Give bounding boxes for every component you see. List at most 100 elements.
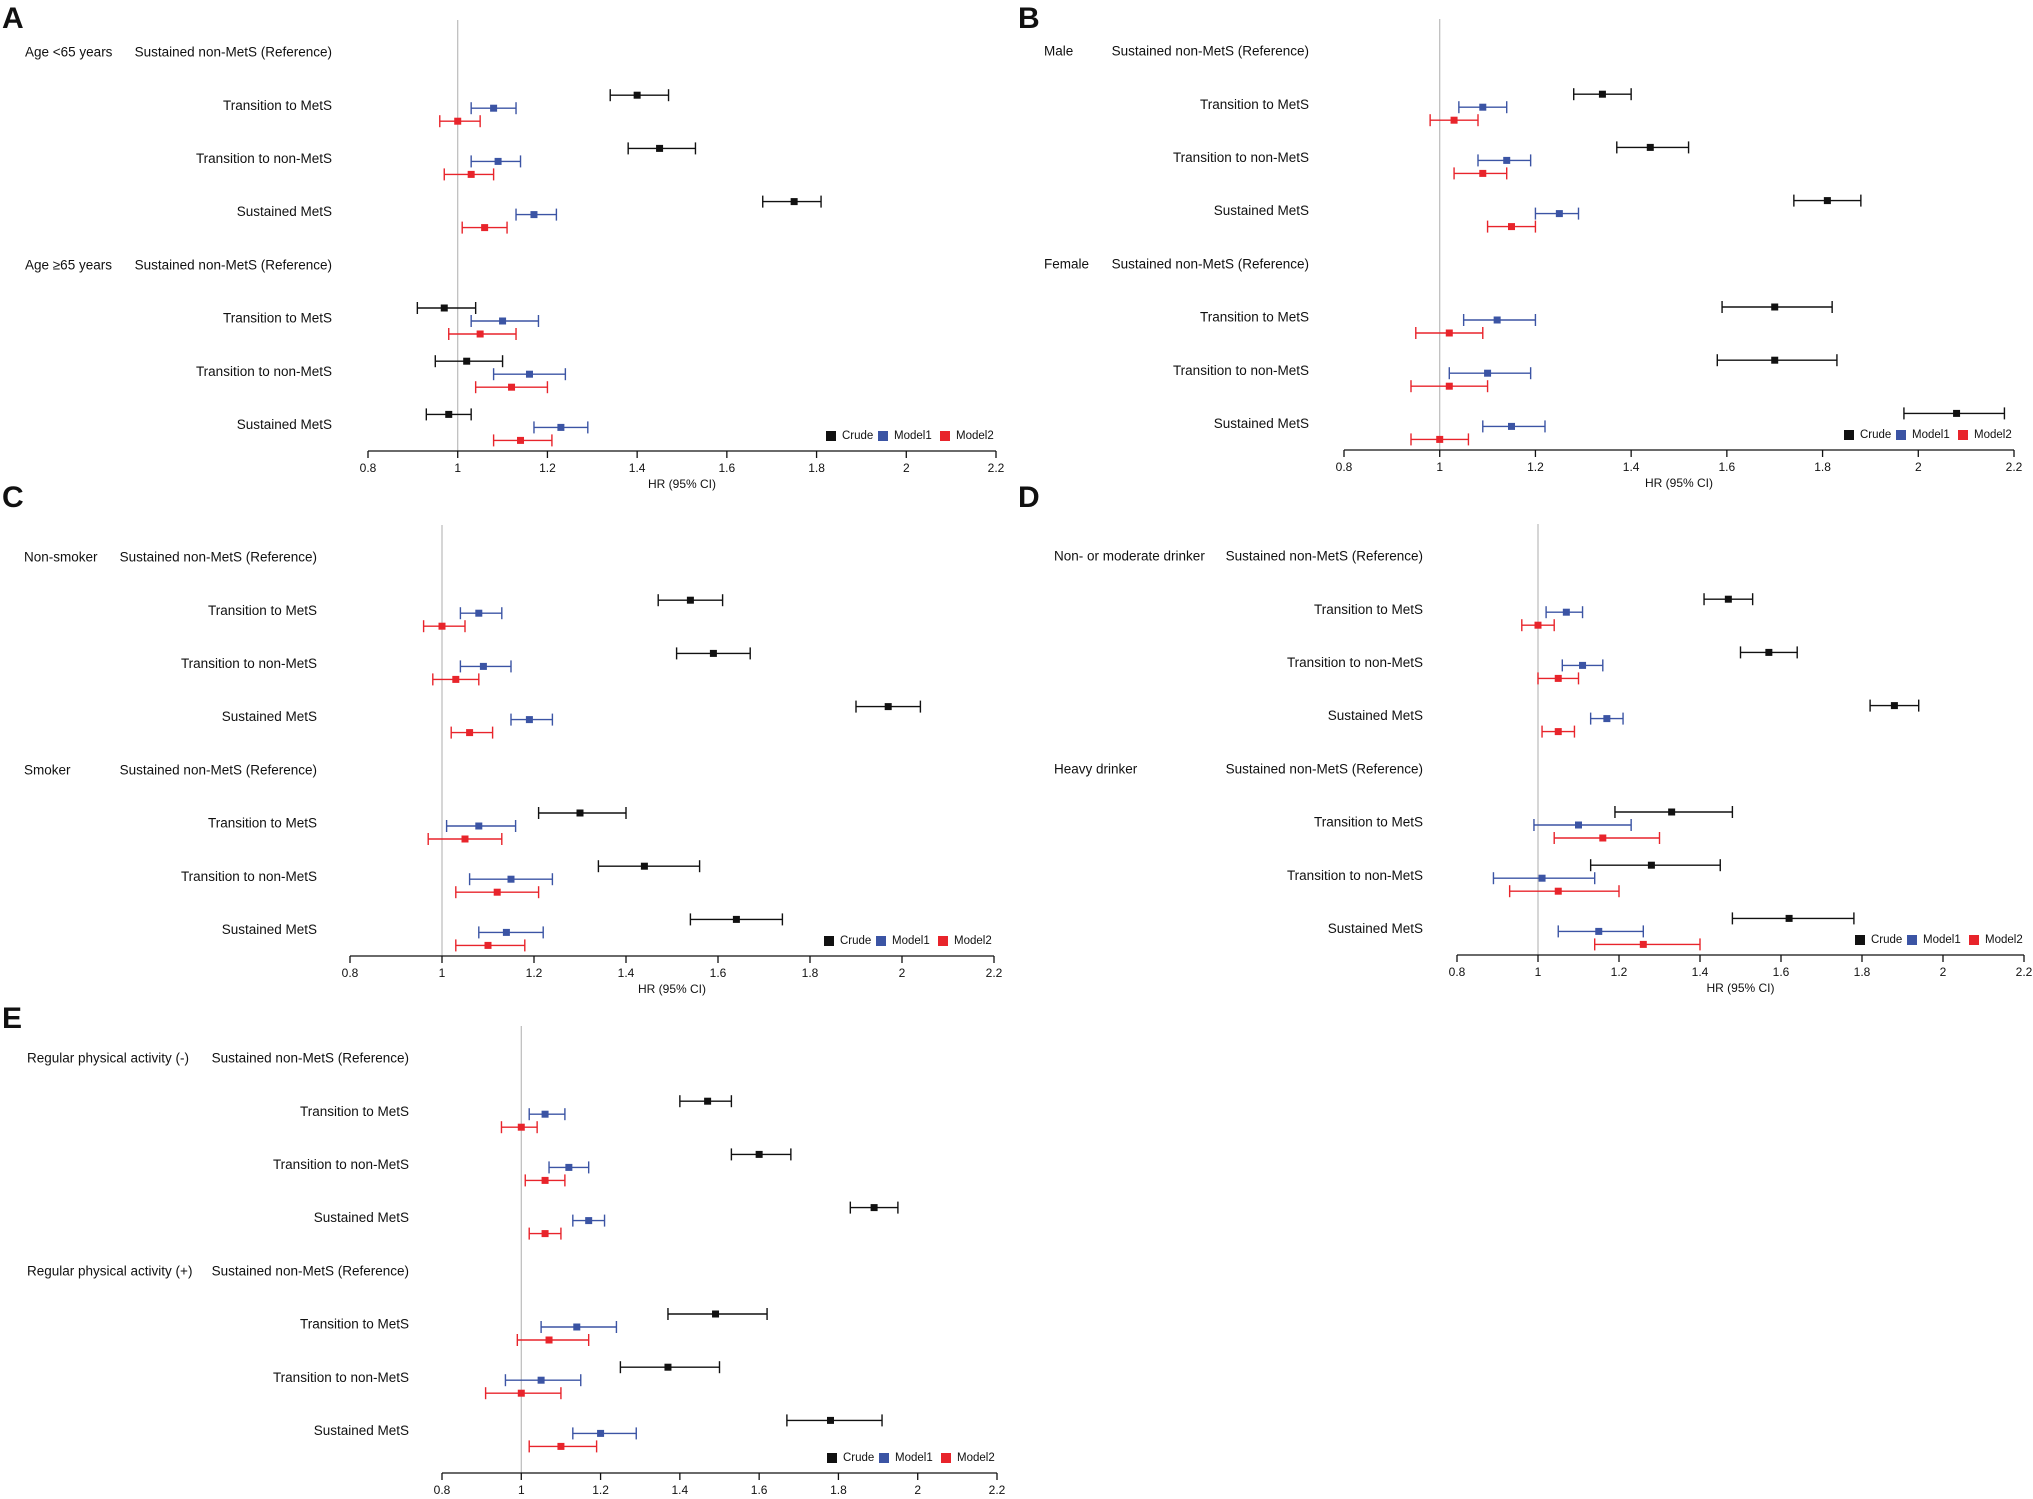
estimate-model2	[439, 115, 481, 128]
row-label: Sustained MetS	[1328, 708, 1423, 723]
estimate-crude	[762, 195, 822, 208]
point-estimate	[1538, 874, 1546, 882]
estimate-model1	[1561, 659, 1604, 672]
estimate-model1	[1482, 420, 1546, 433]
legend-label-crude: Crude	[842, 430, 873, 442]
estimate-crude	[1616, 141, 1690, 154]
x-axis-title: HR (95% CI)	[1706, 981, 1774, 995]
legend-swatch-model2	[940, 431, 950, 441]
estimate-crude	[689, 913, 784, 926]
legend-label-crude: Crude	[1860, 429, 1891, 441]
x-tick-label: 2	[1940, 965, 1947, 979]
point-estimate	[686, 596, 694, 604]
point-estimate	[1765, 648, 1773, 656]
legend-swatch-model1	[1896, 430, 1906, 440]
estimate-model1	[1462, 314, 1537, 326]
x-tick-label: 2	[899, 966, 906, 980]
point-estimate	[633, 91, 641, 99]
estimate-model1	[1534, 207, 1580, 220]
estimate-model2	[1429, 114, 1479, 127]
x-tick-label: 1.8	[1814, 460, 1831, 474]
estimate-crude	[1731, 912, 1855, 925]
estimate-crude	[1703, 593, 1754, 606]
point-estimate	[475, 609, 483, 617]
estimate-model1	[1533, 819, 1632, 831]
row-label: Transition to MetS	[223, 98, 332, 113]
estimate-model1	[1448, 367, 1532, 380]
x-tick-label: 1.4	[1623, 460, 1640, 474]
row-label: Transition to non-MetS	[1173, 363, 1309, 378]
row-label: Transition to MetS	[208, 816, 317, 831]
estimate-model1	[470, 155, 522, 168]
point-estimate	[481, 224, 489, 232]
row-label: Sustained non-MetS (Reference)	[135, 45, 332, 60]
x-tick-label: 1.2	[539, 461, 556, 475]
point-estimate	[541, 1110, 549, 1118]
legend-swatch-crude	[1855, 935, 1865, 945]
legend-swatch-crude	[827, 1453, 837, 1463]
row-label: Sustained non-MetS (Reference)	[120, 762, 317, 777]
group-label: Regular physical activity (+)	[27, 1263, 192, 1278]
point-estimate	[452, 675, 460, 683]
point-estimate	[499, 317, 507, 325]
estimate-model1	[470, 315, 540, 327]
point-estimate	[479, 662, 487, 670]
point-estimate	[1484, 369, 1492, 377]
point-estimate	[656, 144, 664, 152]
row-label: Transition to MetS	[223, 311, 332, 326]
legend: Crude Model1 Model2	[824, 935, 992, 947]
x-tick-label: 2.2	[2006, 460, 2023, 474]
row-label: Sustained non-MetS (Reference)	[1226, 549, 1423, 564]
row-label: Sustained MetS	[314, 1423, 409, 1438]
x-tick-label: 1	[518, 1483, 525, 1497]
estimate-model2	[1453, 167, 1508, 180]
x-tick-label: 0.8	[434, 1483, 451, 1497]
estimate-model1	[1557, 925, 1645, 938]
point-estimate	[463, 357, 471, 365]
estimate-model1	[540, 1321, 618, 1333]
row-label: Transition to MetS	[208, 603, 317, 618]
legend: Crude Model1 Model2	[1844, 429, 2012, 441]
estimate-model1	[1458, 101, 1508, 114]
group-label: Male	[1044, 44, 1073, 59]
x-tick-label: 1.4	[672, 1483, 689, 1497]
point-estimate	[1646, 143, 1654, 151]
estimate-model1	[478, 926, 544, 939]
panel-letter: C	[2, 481, 24, 514]
row-label: Sustained non-MetS (Reference)	[212, 1263, 409, 1278]
x-tick-label: 1	[439, 966, 446, 980]
point-estimate	[1554, 728, 1562, 736]
panel-letter: D	[1018, 481, 1040, 514]
group-label: Non- or moderate drinker	[1054, 549, 1205, 564]
point-estimate	[517, 1389, 525, 1397]
estimate-crude	[434, 355, 504, 368]
point-estimate	[1534, 621, 1542, 629]
estimate-crude	[1721, 301, 1833, 313]
estimate-model2	[528, 1227, 562, 1240]
estimate-model2	[1537, 672, 1580, 685]
x-tick-label: 1.4	[618, 966, 635, 980]
legend-swatch-model1	[876, 936, 886, 946]
panel-d: D Non- or moderate drinker Sustained non-M…	[1018, 481, 2033, 995]
point-estimate	[525, 716, 533, 724]
x-tick-label: 0.8	[1336, 460, 1353, 474]
legend: Crude Model1 Model2	[826, 430, 994, 442]
estimate-model2	[1553, 832, 1661, 844]
estimate-crude	[619, 1361, 721, 1374]
estimate-model1	[548, 1161, 590, 1174]
estimate-model2	[492, 434, 553, 447]
estimate-model2	[443, 168, 495, 181]
estimate-model1	[459, 607, 503, 620]
estimate-crude	[730, 1148, 792, 1161]
estimate-model1	[1477, 154, 1532, 167]
x-tick-label: 1.6	[1773, 965, 1790, 979]
x-tick-label: 1.8	[802, 966, 819, 980]
estimate-crude	[609, 89, 670, 102]
estimate-crude	[679, 1095, 733, 1108]
estimate-model2	[516, 1334, 590, 1346]
estimate-crude	[1903, 407, 2006, 420]
group-label: Non-smoker	[24, 550, 98, 565]
x-tick-label: 1.8	[830, 1483, 847, 1497]
x-tick-label: 0.8	[1449, 965, 1466, 979]
